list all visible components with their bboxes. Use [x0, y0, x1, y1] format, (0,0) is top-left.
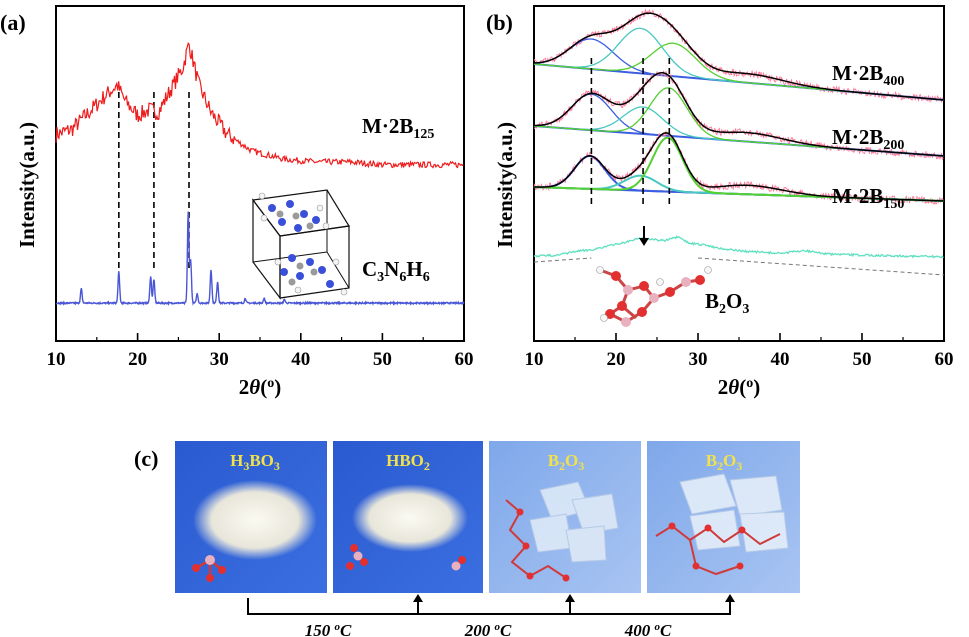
panel-a-y-axis-label: Intensity(a.u.)	[15, 122, 39, 248]
svg-text:B2O3: B2O3	[548, 451, 585, 473]
melamine-molecule-illustration	[251, 189, 350, 300]
panel-b-x-axis-label: 2θ(o)	[718, 375, 760, 399]
panel-b-y-axis-label: Intensity(a.u.)	[493, 122, 517, 248]
panel-b-label: (b)	[486, 10, 513, 35]
panel-a-x-axis-label: 2θ(o)	[239, 375, 281, 399]
svg-text:HBO2: HBO2	[386, 451, 430, 473]
photo-hbo2: HBO2	[333, 441, 483, 593]
temperature-label-400: 400 oC	[624, 621, 672, 637]
down-arrow-icon	[639, 226, 649, 246]
fit-total-line	[534, 71, 945, 157]
panel-b-x-ticks: 10 20 30 40 50 60	[525, 333, 954, 370]
panel-b-reference-lines	[590, 58, 671, 206]
panel-a-label: (a)	[0, 10, 26, 35]
molecule-label-c3n6h6: C3N6H6	[362, 257, 430, 285]
x-tick-label: 40	[771, 349, 790, 370]
photo-b2o3-200: B2O3	[489, 441, 641, 593]
x-tick-label: 40	[291, 349, 310, 370]
panel-b-curves	[533, 8, 945, 276]
x-tick-label: 50	[373, 349, 392, 370]
fit-total-line	[534, 132, 945, 202]
b2o3-baseline	[697, 257, 945, 276]
temperature-label-200: 200 oC	[464, 621, 512, 637]
x-tick-label: 10	[525, 349, 544, 370]
panel-c-label: (c)	[134, 446, 158, 471]
series-label-m2b150: M·2B150	[832, 184, 904, 212]
photo-h3bo3: H3BO3	[175, 441, 327, 593]
series-label-m2b200: M·2B200	[832, 125, 904, 153]
x-tick-label: 10	[47, 349, 66, 370]
series-label-m2b400: M·2B400	[832, 61, 904, 89]
b2o3-molecule-illustration	[596, 266, 712, 327]
x-tick-label: 20	[607, 349, 626, 370]
process-timeline	[247, 598, 731, 615]
x-tick-label: 50	[853, 349, 872, 370]
photo-b2o3-400: B2O3	[647, 441, 800, 593]
x-tick-label: 60	[935, 349, 954, 370]
raw-data-line	[533, 8, 944, 103]
x-tick-label: 30	[689, 349, 708, 370]
panel-a-x-ticks: 10 20 30 40 50 60	[47, 333, 474, 370]
series-m2b125-line	[55, 42, 464, 169]
panel-a-reference-lines	[118, 92, 190, 270]
series-label-b2o3: B2O3	[705, 289, 749, 317]
series-b2o3-line	[533, 235, 944, 259]
fit-total-line	[533, 12, 945, 101]
series-c3n6h6-line	[55, 211, 465, 307]
svg-text:B2O3: B2O3	[706, 451, 743, 473]
b2o3-baseline	[533, 257, 592, 263]
x-tick-label: 30	[210, 349, 229, 370]
process-arrowheads	[413, 594, 735, 602]
series-label-m2b125: M·2B125	[362, 114, 434, 142]
x-tick-label: 60	[455, 349, 474, 370]
temperature-label-150: 150 oC	[305, 621, 352, 637]
svg-text:H3BO3: H3BO3	[230, 451, 280, 473]
x-tick-label: 20	[128, 349, 147, 370]
